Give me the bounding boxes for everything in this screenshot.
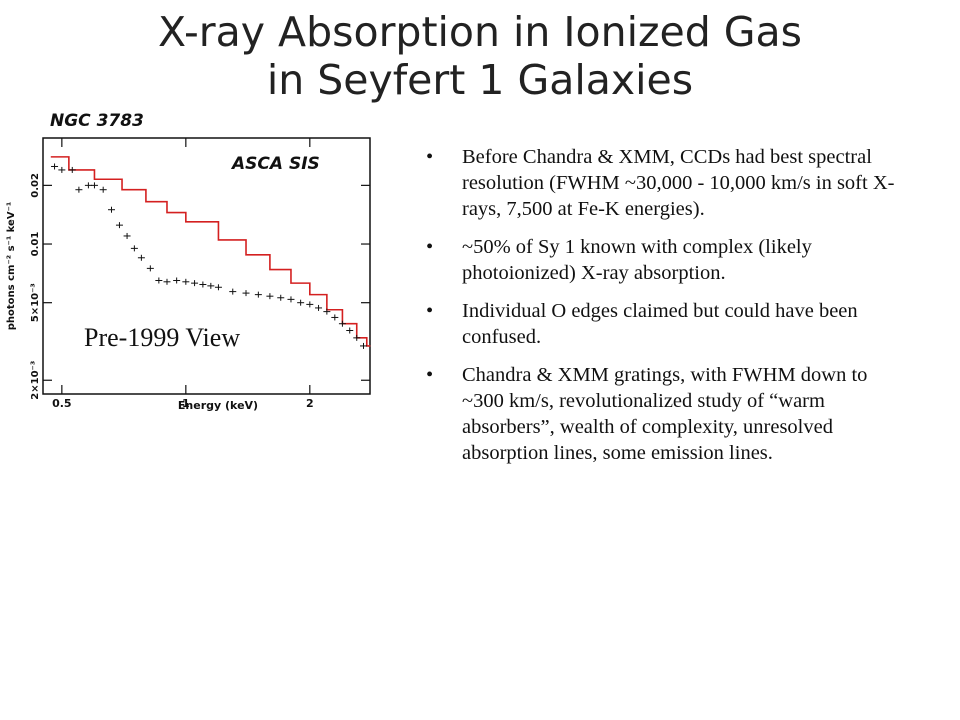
bullet-list: • Before Chandra & XMM, CCDs had best spe… <box>424 144 914 478</box>
data-point <box>315 304 323 311</box>
data-point <box>58 166 66 173</box>
data-point <box>84 182 92 189</box>
data-point <box>115 222 123 229</box>
data-point <box>182 278 190 285</box>
object-label: NGC 3783 <box>50 111 144 131</box>
data-point <box>51 163 59 170</box>
data-point <box>331 314 339 321</box>
data-point <box>199 281 207 288</box>
x-tick-labels: 0.5 1 2 <box>52 397 314 410</box>
data-point <box>68 166 76 173</box>
bullet-marker: • <box>426 236 434 258</box>
data-point <box>214 284 222 291</box>
overlay-caption: Pre-1999 View <box>84 323 240 352</box>
data-point <box>99 186 107 193</box>
bullet-item: • Before Chandra & XMM, CCDs had best spe… <box>424 144 914 222</box>
spectrum-figure: NGC 3783 ASCA SIS 0.5 1 2 2×10⁻³ 5×10⁻³ 0.01… <box>0 100 390 430</box>
slide-title: X-ray Absorption in Ionized Gas in Seyfe… <box>0 8 960 104</box>
x-axis-label: Energy (keV) <box>178 399 258 412</box>
data-point <box>353 334 361 341</box>
data-point <box>242 290 250 297</box>
data-point <box>323 308 331 315</box>
data-point <box>75 186 83 193</box>
title-line-2: in Seyfert 1 Galaxies <box>266 56 694 104</box>
data-point <box>277 294 285 301</box>
data-point <box>229 288 237 295</box>
data-point <box>130 245 138 252</box>
instrument-label: ASCA SIS <box>230 154 320 174</box>
x-tick-label: 2 <box>306 397 314 410</box>
data-points <box>51 163 367 349</box>
data-point <box>123 232 131 239</box>
bullet-text: ~50% of Sy 1 known with complex (likely … <box>462 236 812 284</box>
data-point <box>137 254 145 261</box>
data-point <box>108 206 116 213</box>
data-point <box>359 342 367 349</box>
y-tick-label: 5×10⁻³ <box>30 283 41 322</box>
model-step-line <box>50 156 371 347</box>
bullet-marker: • <box>426 364 434 386</box>
data-point <box>297 299 305 306</box>
data-point <box>254 291 262 298</box>
data-point <box>207 282 215 289</box>
axis-ticks <box>43 138 370 394</box>
data-point <box>163 278 171 285</box>
data-point <box>338 320 346 327</box>
y-tick-label: 0.02 <box>30 173 41 198</box>
data-point <box>90 182 98 189</box>
data-point <box>146 265 154 272</box>
bullet-marker: • <box>426 146 434 168</box>
bullet-item: • Chandra & XMM gratings, with FWHM down … <box>424 362 914 466</box>
y-axis-label: photons cm⁻² s⁻¹ keV⁻¹ <box>6 202 17 331</box>
y-tick-label: 2×10⁻³ <box>30 361 41 400</box>
data-point <box>266 293 274 300</box>
data-point <box>287 296 295 303</box>
data-point <box>346 327 354 334</box>
y-tick-labels: 2×10⁻³ 5×10⁻³ 0.01 0.02 <box>30 173 41 400</box>
x-tick-label: 1 <box>182 397 190 410</box>
spectrum-chart: NGC 3783 ASCA SIS 0.5 1 2 2×10⁻³ 5×10⁻³ 0.01… <box>6 111 371 412</box>
data-point <box>155 277 163 284</box>
data-point <box>173 277 181 284</box>
bullet-item: • Individual O edges claimed but could ha… <box>424 298 914 350</box>
y-tick-label: 0.01 <box>30 232 41 257</box>
title-line-1: X-ray Absorption in Ionized Gas <box>157 8 803 56</box>
bullet-item: • ~50% of Sy 1 known with complex (likely… <box>424 234 914 286</box>
bullet-text: Individual O edges claimed but could hav… <box>462 300 858 348</box>
x-tick-label: 0.5 <box>52 397 72 410</box>
bullet-marker: • <box>426 300 434 322</box>
data-point <box>191 280 199 287</box>
plot-frame <box>42 137 371 395</box>
bullet-text: Chandra & XMM gratings, with FWHM down t… <box>462 364 868 464</box>
data-point <box>306 301 314 308</box>
bullet-text: Before Chandra & XMM, CCDs had best spec… <box>462 146 895 220</box>
